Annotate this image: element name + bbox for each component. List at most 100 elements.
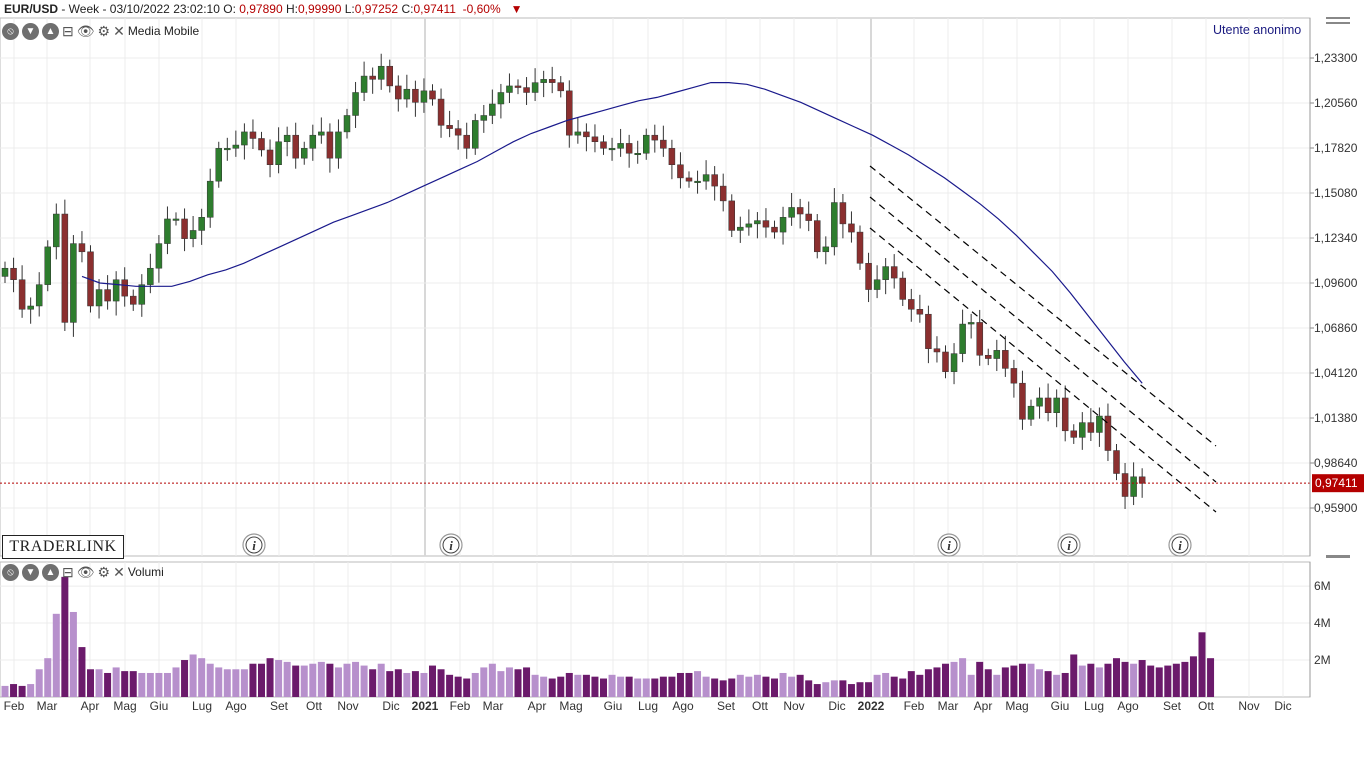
- volume-bar: [523, 667, 531, 697]
- x-tick-label: Dic: [828, 699, 845, 713]
- info-icon[interactable]: i: [242, 533, 266, 557]
- candle-down: [1087, 422, 1095, 433]
- volume-bar: [600, 678, 607, 697]
- candle-down: [18, 279, 26, 310]
- x-tick-label: Apr: [528, 699, 547, 713]
- candle-up: [309, 134, 317, 149]
- chevron-down-icon[interactable]: ▼: [22, 22, 39, 40]
- volume-bar: [924, 669, 932, 697]
- volume-bar: [959, 658, 967, 697]
- y-tick-label: 1,01380: [1314, 411, 1358, 425]
- chevron-up-icon[interactable]: ▲: [42, 563, 59, 581]
- candle-up: [702, 174, 710, 182]
- volume-bar: [206, 663, 214, 697]
- candle-down: [523, 87, 530, 93]
- info-icon[interactable]: i: [1057, 533, 1081, 557]
- high-label: H:: [282, 2, 298, 16]
- candle-down: [386, 65, 393, 87]
- minimize-icon[interactable]: ⊟: [62, 563, 74, 580]
- candle-up: [283, 134, 291, 143]
- info-icon[interactable]: i: [1168, 533, 1192, 557]
- volume-bar: [52, 613, 60, 697]
- volume-bar: [711, 678, 719, 697]
- y-tick-label: 1,06860: [1314, 321, 1358, 335]
- volume-bar: [121, 671, 129, 697]
- volume-bar: [1078, 665, 1086, 697]
- volume-bar: [591, 676, 599, 697]
- x-tick-label: Giu: [1051, 699, 1070, 713]
- candle-up: [35, 284, 43, 307]
- close-icon[interactable]: ✕: [113, 22, 125, 39]
- candle-down: [856, 231, 864, 264]
- price-tag: [1312, 474, 1364, 493]
- volume-bar: [642, 678, 650, 697]
- volume-bar: [1053, 674, 1061, 697]
- high-value: 0,99990: [297, 2, 342, 16]
- volume-bar: [574, 674, 582, 697]
- volume-bar: [112, 667, 120, 697]
- minimize-icon[interactable]: ⊟: [62, 22, 74, 39]
- candle-down: [121, 279, 128, 297]
- candle-down: [557, 82, 564, 92]
- candle-up: [531, 82, 539, 93]
- menu-icon[interactable]: [1326, 17, 1350, 27]
- candle-down: [805, 213, 812, 221]
- y-tick-label: 1,09600: [1314, 276, 1358, 290]
- triangle-down-icon[interactable]: ▼: [510, 2, 523, 16]
- trend-channel-line: [869, 196, 1217, 483]
- info-icon[interactable]: i: [937, 533, 961, 557]
- volume-bar: [531, 674, 539, 697]
- x-tick-label: Ago: [672, 699, 694, 713]
- no-entry-icon[interactable]: ⦸: [2, 22, 19, 40]
- candle-down: [1010, 368, 1018, 384]
- x-tick-label: 2022: [858, 699, 885, 713]
- volume-bar: [1189, 656, 1197, 697]
- candle-down: [463, 134, 470, 149]
- volume-bar: [1164, 665, 1172, 697]
- header-meta: - Week - 03/10/2022 23:02:10 O:: [58, 2, 240, 16]
- candle-up: [70, 243, 77, 323]
- user-label[interactable]: Utente anonimo: [1213, 23, 1302, 37]
- candle-up: [959, 323, 966, 354]
- volume-bar: [1147, 665, 1155, 697]
- volume-bar: [608, 674, 616, 697]
- volume-bar: [1172, 663, 1180, 697]
- symbol-label: EUR/USD: [4, 2, 59, 16]
- volume-bar: [984, 669, 992, 697]
- info-icon[interactable]: i: [439, 533, 463, 557]
- eye-icon[interactable]: 👁: [76, 563, 95, 580]
- candle-down: [814, 220, 821, 253]
- close-icon[interactable]: ✕: [113, 563, 125, 580]
- volume-bar: [138, 672, 146, 697]
- candle-down: [249, 131, 257, 139]
- volume-bar: [505, 667, 513, 697]
- volume-bar: [694, 671, 702, 697]
- volume-bar: [873, 674, 881, 697]
- candle-up: [788, 207, 795, 218]
- candle-down: [762, 220, 770, 228]
- candle-down: [61, 213, 69, 323]
- volume-bar: [933, 667, 941, 697]
- x-tick-label: Mar: [938, 699, 959, 713]
- chevron-up-icon[interactable]: ▲: [42, 22, 59, 40]
- chevron-down-icon[interactable]: ▼: [22, 563, 39, 581]
- candle-up: [1, 267, 9, 277]
- no-entry-icon[interactable]: ⦸: [2, 563, 19, 581]
- y-tick-label: 1,17820: [1314, 141, 1358, 155]
- candle-up: [506, 85, 513, 93]
- gear-icon[interactable]: ⚙: [97, 22, 111, 39]
- eye-icon[interactable]: 👁: [76, 22, 95, 39]
- candle-down: [1070, 430, 1077, 438]
- change-value: -0,60%: [462, 2, 501, 16]
- volume-bar: [189, 654, 197, 697]
- volume-bar: [514, 669, 522, 697]
- candle-up: [420, 90, 428, 103]
- candle-down: [916, 309, 924, 315]
- volume-bar: [300, 665, 308, 697]
- candle-down: [719, 185, 727, 202]
- volume-bar: [78, 647, 86, 697]
- x-tick-label: Mar: [483, 699, 504, 713]
- candle-down: [454, 128, 462, 136]
- gear-icon[interactable]: ⚙: [97, 563, 111, 580]
